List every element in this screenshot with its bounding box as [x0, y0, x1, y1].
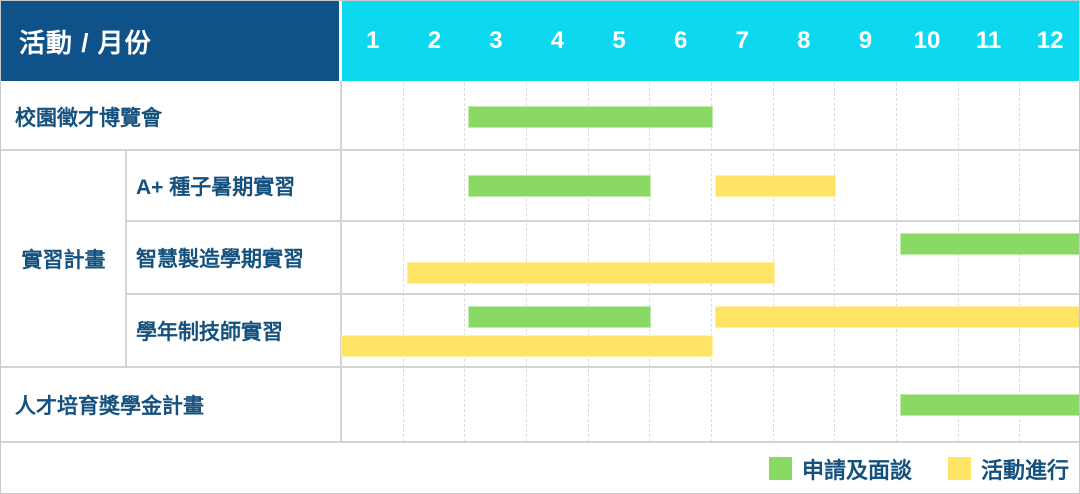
row-label: 學年制技師實習 [136, 320, 283, 344]
row-separator [1, 441, 1079, 443]
legend: 申請及面談 活動進行 [1, 442, 1079, 493]
month-label-6: 6 [674, 27, 688, 54]
month-label-8: 8 [797, 27, 811, 54]
legend-swatch-yellow [947, 457, 971, 480]
row-label: 人才培育獎學金計畫 [15, 394, 204, 418]
row-label-cell: 人才培育獎學金計畫 [1, 367, 341, 442]
gantt-bar-yellow [406, 262, 775, 284]
row-separator [126, 293, 1079, 295]
row-label: 校園徵才博覽會 [15, 106, 162, 130]
month-label-2: 2 [427, 27, 442, 54]
gantt-bar-green [900, 233, 1079, 255]
legend-swatch-green [768, 457, 792, 480]
row-label-cell: 智慧製造學期實習 [126, 221, 341, 294]
month-header-row: 1 2 3 4 5 6 7 8 9 10 11 12 [342, 1, 1079, 81]
month-label-7: 7 [735, 27, 749, 54]
month-label-9: 9 [858, 27, 873, 54]
month-label-5: 5 [612, 27, 626, 54]
row-label: A+ 種子暑期實習 [136, 175, 296, 199]
row-label-cell: 學年制技師實習 [126, 294, 341, 367]
group-sublabel-divider [125, 150, 127, 367]
row-label: 智慧製造學期實習 [136, 247, 304, 271]
month-label-10: 10 [913, 27, 941, 54]
row-separator [1, 149, 1079, 151]
row-label-cell: A+ 種子暑期實習 [126, 150, 341, 221]
legend-label: 申請及面談 [801, 457, 912, 483]
gantt-bar-green [468, 105, 713, 128]
row-separator [1, 366, 1079, 368]
month-gridline [402, 83, 404, 442]
gantt-bar-green [468, 174, 652, 197]
gantt-bar-yellow [715, 306, 1079, 328]
month-gridline [1019, 83, 1021, 442]
group-label-cell: 實習計畫 [1, 150, 126, 367]
row-label-cell: 校園徵才博覽會 [1, 83, 341, 150]
label-chart-divider [340, 81, 342, 442]
month-label-4: 4 [550, 27, 565, 54]
gantt-bar-yellow [341, 335, 713, 357]
month-label-11: 11 [975, 27, 1002, 54]
month-gridline [896, 83, 897, 442]
activity-month-header-cell: 活動 / 月份 [1, 1, 339, 81]
month-gridline [834, 83, 836, 442]
legend-label: 活動進行 [980, 457, 1069, 483]
month-label-3: 3 [489, 27, 503, 54]
gantt-bar-green [900, 393, 1079, 416]
legend-item-1: 申請及面談 [768, 453, 912, 485]
gantt-bar-yellow [715, 174, 837, 197]
month-label-12: 12 [1036, 27, 1064, 54]
legend-item-2: 活動進行 [947, 453, 1069, 485]
chart-title: 活動 / 月份 [19, 27, 152, 58]
gantt-bar-green [468, 306, 652, 328]
month-label-1: 1 [366, 27, 380, 54]
row-separator [126, 220, 1079, 222]
month-gridline [957, 83, 959, 442]
group-label: 實習計畫 [21, 248, 106, 272]
